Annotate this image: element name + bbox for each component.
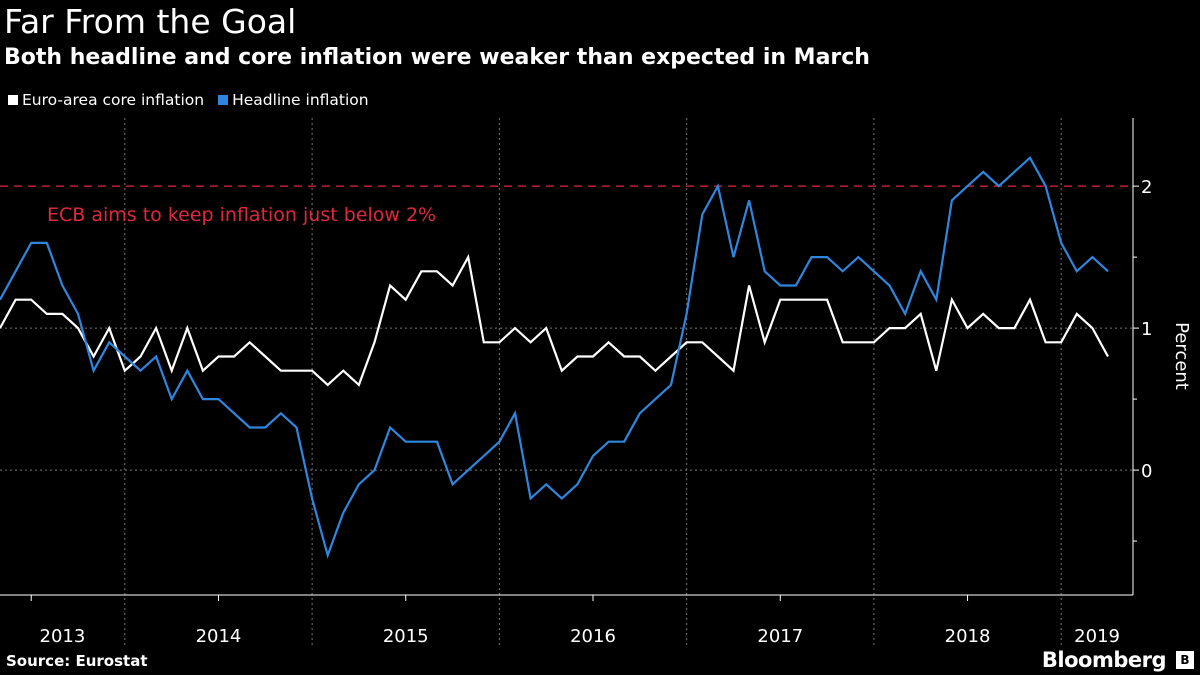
reference-annotation: ECB aims to keep inflation just below 2% [47,204,436,226]
year-label: 2017 [757,626,803,647]
y-tick-labels: 0 1 2 [1141,177,1152,482]
chart-subtitle: Both headline and core inflation were we… [4,45,870,70]
y-tick-label: 2 [1141,177,1152,198]
y-axis-label: Percent [1171,322,1192,390]
year-label: 2014 [196,626,242,647]
series-lines [0,155,1109,559]
gridlines [0,118,1133,645]
source-note: Source: Eurostat [6,652,148,670]
year-label: 2013 [40,626,86,647]
year-label: 2015 [383,626,429,647]
bloomberg-logo: Bloomberg [1041,648,1167,672]
headline-inflation-line [0,155,1109,559]
y-tick-label: 0 [1141,461,1152,482]
legend: Euro-area core inflation Headline inflat… [8,91,369,109]
core-inflation-line [0,253,1109,387]
bloomberg-logo-icon: B [1176,651,1194,669]
chart-title: Far From the Goal [4,2,297,41]
legend-item-headline: Headline inflation [218,91,369,109]
legend-label-headline: Headline inflation [232,91,369,109]
year-label: 2019 [1074,626,1120,647]
legend-swatch-headline [218,95,229,105]
y-tick-label: 1 [1141,319,1152,340]
legend-swatch-core [8,95,18,105]
legend-label-core: Euro-area core inflation [22,91,205,109]
year-label: 2016 [570,626,616,647]
year-label: 2018 [945,626,991,647]
legend-item-core: Euro-area core inflation [8,91,204,109]
axes [0,118,1139,601]
year-labels: 2013 2014 2015 2016 2017 2018 2019 [40,626,1120,647]
